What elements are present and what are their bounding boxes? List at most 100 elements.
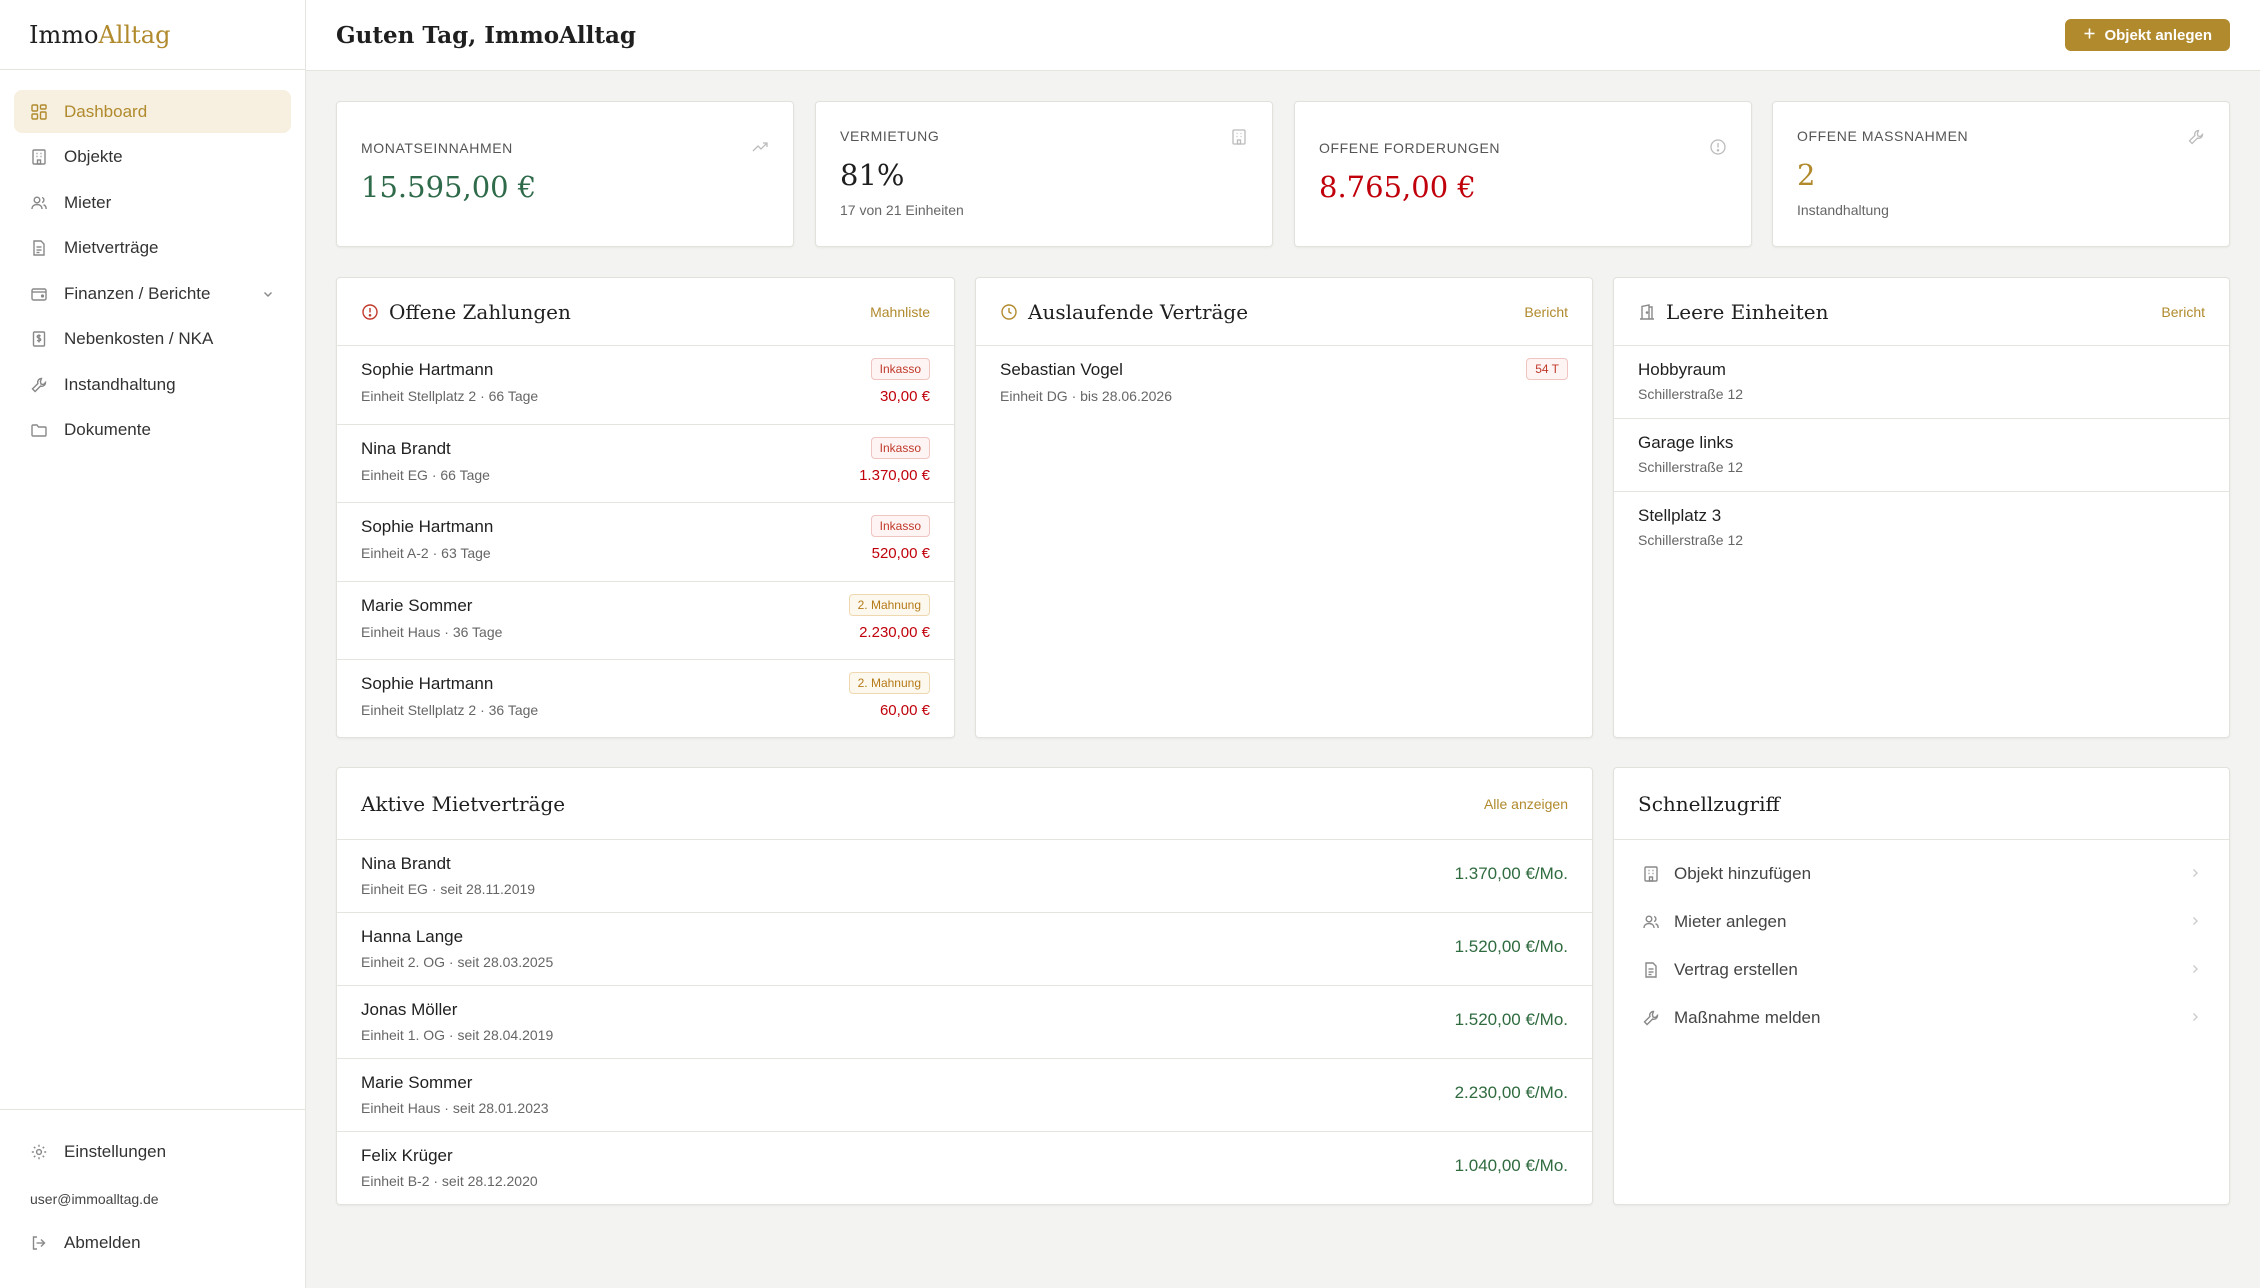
list-item[interactable]: Nina Brandt Einheit EG · 66 Tage Inkasso… — [337, 425, 954, 503]
list-item[interactable]: Hobbyraum Schillerstraße 12 — [1614, 346, 2229, 419]
amount: 60,00 € — [879, 702, 930, 719]
panel-header: Auslaufende Verträge Bericht — [976, 278, 1592, 346]
amount: 1.370,00 € — [859, 466, 930, 484]
settings-label: Einstellungen — [64, 1141, 167, 1161]
tenant-name: Nina Brandt — [361, 854, 451, 873]
monthly-rent: 2.230,00 €/Mo. — [1454, 1083, 1568, 1102]
door-icon — [1638, 303, 1656, 321]
lease-info: Einheit EG · seit 28.11.2019 — [361, 881, 536, 897]
kpi-label: MONATSEINNAHMEN — [361, 140, 513, 156]
sidebar-item-objekte[interactable]: Objekte — [14, 136, 291, 179]
user-email: user@immoalltag.de — [30, 1191, 159, 1207]
alert-circle-icon — [1709, 138, 1727, 161]
report-link[interactable]: Bericht — [1524, 303, 1568, 320]
table-row[interactable]: Jonas Möller Einheit 1. OG · seit 28.04.… — [337, 986, 1592, 1059]
unit-info: Einheit Stellplatz 2 · 36 Tage — [361, 702, 539, 718]
list-item[interactable]: Sebastian Vogel Einheit DG · bis 28.06.2… — [976, 346, 1592, 425]
quick-add-tenant[interactable]: Mieter anlegen — [1614, 898, 2229, 946]
tenant-name: Nina Brandt — [361, 438, 451, 458]
chevron-down-icon[interactable] — [261, 287, 275, 301]
unit-info: Einheit Haus · 36 Tage — [361, 623, 503, 640]
sidebar-item-nebenkosten[interactable]: Nebenkosten / NKA — [14, 318, 291, 361]
tenant-name: Felix Krüger — [361, 1146, 453, 1165]
panel-title: Leere Einheiten — [1666, 299, 1829, 324]
lease-info: Einheit Haus · seit 28.01.2023 — [361, 1100, 549, 1116]
sidebar-item-label: Dokumente — [64, 420, 151, 439]
show-all-link[interactable]: Alle anzeigen — [1483, 795, 1568, 812]
unit-name: Stellplatz 3 — [1638, 506, 1722, 525]
panel-header: Leere Einheiten Bericht — [1614, 278, 2229, 346]
sidebar-item-einstellungen[interactable]: Einstellungen — [14, 1130, 291, 1173]
quick-create-contract[interactable]: Vertrag erstellen — [1614, 946, 2229, 994]
sidebar-item-dokumente[interactable]: Dokumente — [14, 409, 291, 452]
logout-button[interactable]: Abmelden — [14, 1221, 291, 1264]
quick-access-list: Objekt hinzufügen Mieter anlegen Vertrag… — [1614, 840, 2229, 1042]
chevron-right-icon — [2189, 960, 2201, 980]
document-icon — [1642, 961, 1660, 979]
logo-text-alltag: Alltag — [98, 20, 171, 49]
users-icon — [30, 194, 48, 212]
chevron-right-icon — [2189, 864, 2201, 884]
kpi-label: OFFENE MASSNAHMEN — [1797, 128, 1969, 144]
list-item[interactable]: Sophie Hartmann Einheit Stellplatz 2 · 3… — [337, 660, 954, 737]
quick-item-label: Objekt hinzufügen — [1674, 864, 1812, 883]
unit-address: Schillerstraße 12 — [1638, 386, 1744, 402]
sidebar-item-instandhaltung[interactable]: Instandhaltung — [14, 363, 291, 406]
unit-address: Schillerstraße 12 — [1638, 532, 1744, 548]
app-logo[interactable]: Immo Alltag — [0, 0, 305, 70]
monthly-rent: 1.040,00 €/Mo. — [1454, 1156, 1568, 1175]
table-row[interactable]: Marie Sommer Einheit Haus · seit 28.01.2… — [337, 1059, 1592, 1132]
expiring-contracts-panel: Auslaufende Verträge Bericht Sebastian V… — [975, 277, 1593, 738]
kpi-card-rental: VERMIETUNG 81% 17 von 21 Einheiten — [815, 101, 1273, 247]
lease-info: Einheit 1. OG · seit 28.04.2019 — [361, 1027, 554, 1043]
tenant-name: Sebastian Vogel — [1000, 360, 1123, 379]
list-item[interactable]: Stellplatz 3 Schillerstraße 12 — [1614, 492, 2229, 565]
sidebar-item-dashboard[interactable]: Dashboard — [14, 90, 291, 133]
sidebar-item-label: Mieter — [64, 192, 112, 212]
sidebar-item-finanzen[interactable]: Finanzen / Berichte — [14, 272, 291, 315]
receipt-icon — [30, 330, 48, 348]
unit-info: Einheit A-2 · 63 Tage — [361, 545, 491, 561]
document-icon — [30, 239, 48, 257]
folder-icon — [30, 421, 48, 439]
logo-text-immo: Immo — [29, 20, 99, 49]
building-icon — [1230, 128, 1248, 151]
table-row[interactable]: Hanna Lange Einheit 2. OG · seit 28.03.2… — [337, 913, 1592, 986]
sidebar-nav: Dashboard Objekte Mieter Mietverträge Fi… — [0, 70, 305, 452]
status-badge: 2. Mahnung — [848, 672, 930, 694]
amount: 30,00 € — [879, 388, 930, 405]
wrench-icon — [30, 376, 48, 394]
kpi-card-measures: OFFENE MASSNAHMEN 2 Instandhaltung — [1772, 101, 2230, 247]
kpi-sub: 17 von 21 Einheiten — [840, 202, 964, 218]
vacant-units-panel: Leere Einheiten Bericht Hobbyraum Schill… — [1613, 277, 2230, 738]
list-item[interactable]: Sophie Hartmann Einheit A-2 · 63 Tage In… — [337, 503, 954, 582]
top-header: Guten Tag, ImmoAlltag Objekt anlegen — [306, 0, 2260, 71]
panel-header: Offene Zahlungen Mahnliste — [337, 278, 954, 346]
unit-info: Einheit Stellplatz 2 · 66 Tage — [361, 388, 539, 404]
quick-report-measure[interactable]: Maßnahme melden — [1614, 994, 2229, 1042]
clock-icon — [1000, 303, 1018, 321]
sidebar-item-mietvertraege[interactable]: Mietverträge — [14, 227, 291, 270]
report-link[interactable]: Bericht — [2161, 303, 2205, 320]
create-object-button[interactable]: Objekt anlegen — [2065, 19, 2230, 51]
list-item[interactable]: Garage links Schillerstraße 12 — [1614, 419, 2229, 492]
panel-title: Aktive Mietverträge — [361, 791, 566, 816]
amount: 520,00 € — [871, 545, 930, 562]
sidebar-item-mieter[interactable]: Mieter — [14, 181, 291, 224]
list-item[interactable]: Marie Sommer Einheit Haus · 36 Tage 2. M… — [337, 582, 954, 660]
status-badge: Inkasso — [870, 358, 930, 380]
status-badge: Inkasso — [870, 436, 930, 459]
monthly-rent: 1.520,00 €/Mo. — [1454, 937, 1568, 956]
table-row[interactable]: Nina Brandt Einheit EG · seit 28.11.2019… — [337, 840, 1592, 913]
logout-label: Abmelden — [64, 1232, 141, 1252]
unit-info: Einheit EG · 66 Tage — [361, 466, 490, 483]
table-row[interactable]: Felix Krüger Einheit B-2 · seit 28.12.20… — [337, 1132, 1592, 1204]
quick-add-object[interactable]: Objekt hinzufügen — [1614, 850, 2229, 898]
dunning-list-link[interactable]: Mahnliste — [870, 303, 930, 320]
quick-item-label: Mieter anlegen — [1674, 912, 1787, 931]
status-badge: 2. Mahnung — [848, 593, 930, 616]
list-item[interactable]: Sophie Hartmann Einheit Stellplatz 2 · 6… — [337, 346, 954, 425]
tenant-name: Hanna Lange — [361, 927, 464, 946]
trending-up-icon — [751, 138, 769, 161]
quick-item-label: Vertrag erstellen — [1674, 960, 1798, 979]
